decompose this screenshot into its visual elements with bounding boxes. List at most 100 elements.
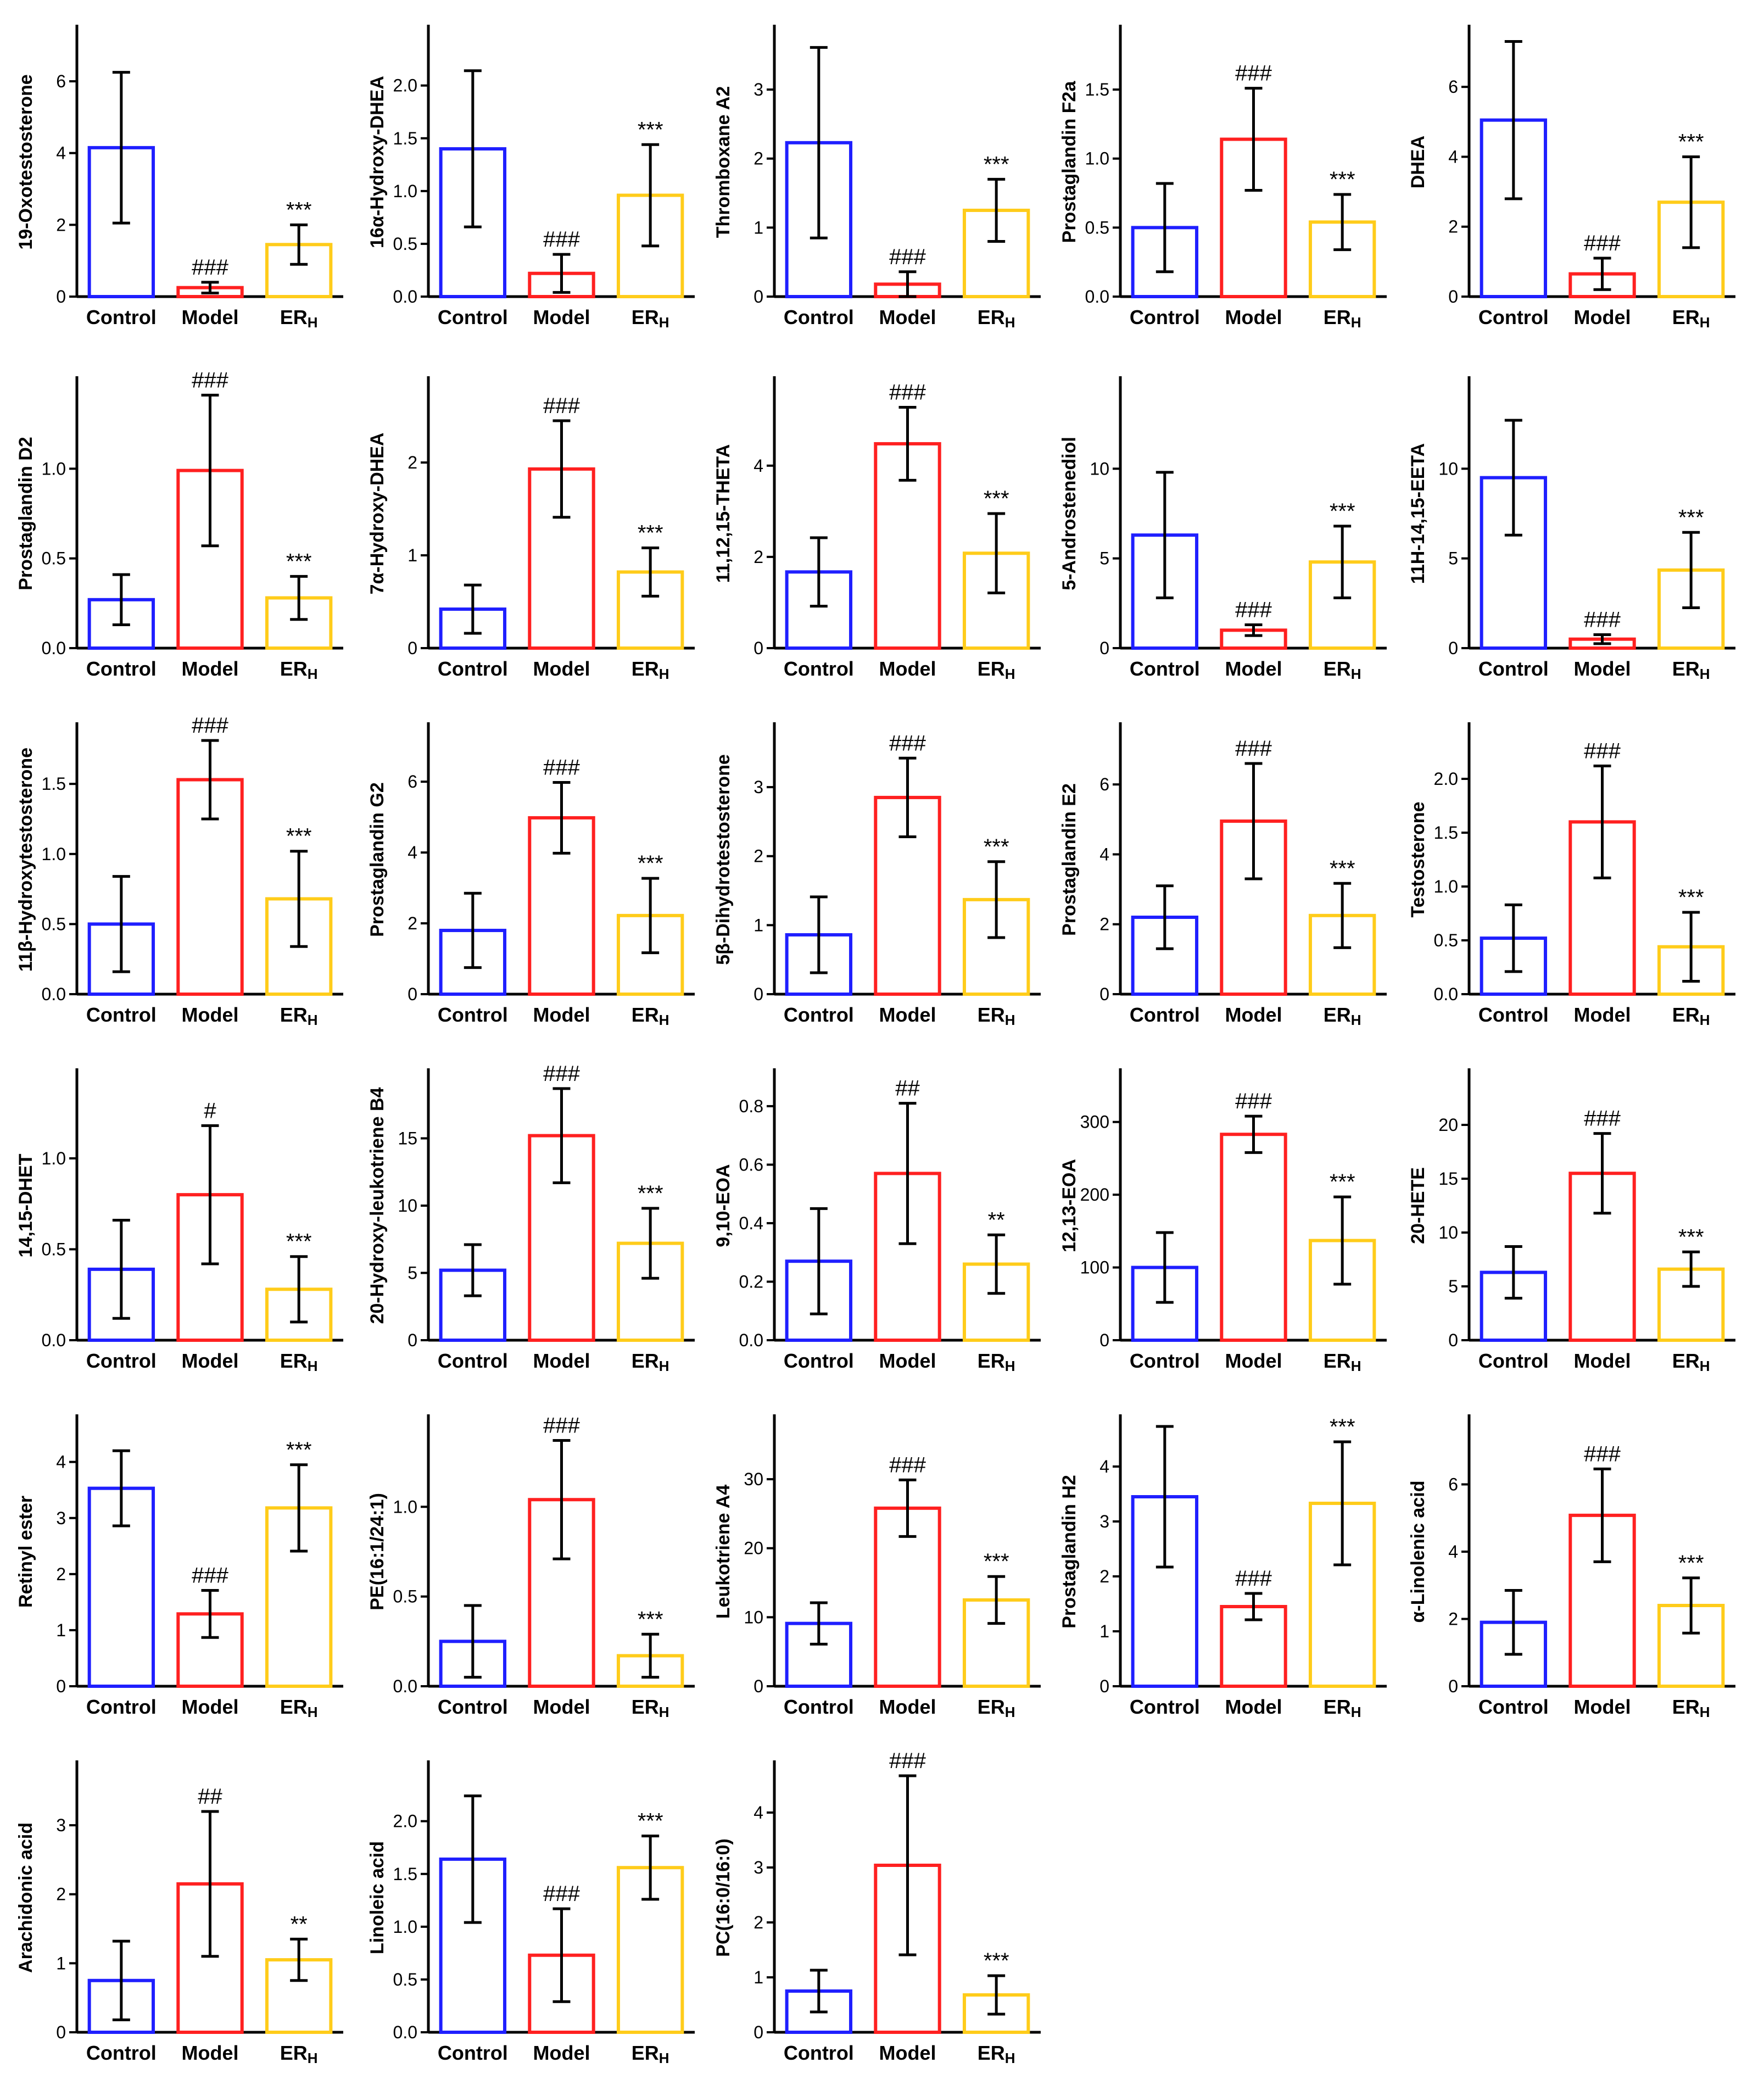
x-tick-label: Model <box>1574 1696 1631 1718</box>
x-tick-label: ERH <box>632 306 669 331</box>
significance-label: ** <box>988 1208 1005 1232</box>
significance-label: *** <box>984 487 1009 511</box>
x-tick-label: Control <box>1478 1004 1549 1026</box>
x-tick-label: Control <box>1130 1350 1200 1372</box>
significance-label: ### <box>543 1882 580 1906</box>
y-tick-label: 1.0 <box>393 181 417 201</box>
significance-label: *** <box>1330 168 1355 192</box>
x-tick-label: Model <box>1225 1696 1282 1718</box>
chart-panel-13: 5β-Dihydrotestosterone 0 1 2 3 Control ### Mode… <box>713 722 1041 1028</box>
significance-label: ### <box>1235 737 1272 761</box>
significance-label: ### <box>1584 231 1621 255</box>
x-tick-label: Control <box>784 2042 854 2064</box>
x-tick-label: Model <box>533 1696 590 1718</box>
significance-label: *** <box>1330 1170 1355 1194</box>
y-tick-label: 0.0 <box>739 1330 763 1350</box>
y-tick-label: 1.5 <box>1434 823 1458 843</box>
y-axis-label: 11,12,15-THETA <box>713 444 734 583</box>
y-tick-label: 10 <box>744 1607 763 1627</box>
y-tick-label: 1.5 <box>393 129 417 148</box>
x-tick-label: Control <box>86 2042 157 2064</box>
y-tick-label: 4 <box>753 1803 763 1822</box>
significance-label: *** <box>638 521 663 545</box>
significance-label: *** <box>638 118 663 142</box>
significance-label: *** <box>286 198 312 222</box>
y-tick-label: 0 <box>1448 1676 1458 1696</box>
significance-label: ## <box>198 1785 222 1809</box>
y-tick-label: 6 <box>1448 77 1458 97</box>
y-tick-label: 0.2 <box>739 1272 763 1291</box>
y-tick-label: 0.5 <box>393 234 417 254</box>
y-tick-label: 100 <box>1080 1258 1109 1278</box>
x-tick-label: ERH <box>1324 1696 1361 1720</box>
y-tick-label: 0.8 <box>739 1096 763 1116</box>
y-tick-label: 4 <box>1099 844 1109 864</box>
x-tick-label: Model <box>533 1004 590 1026</box>
x-tick-label: Control <box>1130 306 1200 328</box>
significance-label: ### <box>543 755 580 779</box>
y-axis-label: 20-Hydroxy-leukotriene B4 <box>367 1088 388 1324</box>
chart-panel-17: 20-Hydroxy-leukotriene B4 0 5 10 15 Control ##… <box>367 1062 695 1374</box>
x-tick-label: ERH <box>632 1004 669 1028</box>
y-tick-label: 3 <box>56 1815 66 1835</box>
y-tick-label: 15 <box>398 1129 417 1149</box>
y-tick-label: 6 <box>407 772 417 791</box>
significance-label: ### <box>1235 1089 1272 1113</box>
y-tick-label: 10 <box>1438 1223 1458 1242</box>
x-tick-label: Model <box>182 1004 239 1026</box>
x-tick-label: Control <box>1130 657 1200 680</box>
significance-label: *** <box>1330 499 1355 523</box>
y-axis-label: Retinyl ester <box>15 1496 36 1608</box>
y-tick-label: 20 <box>1438 1115 1458 1135</box>
y-axis-label: 12,13-EOA <box>1059 1159 1080 1252</box>
y-tick-label: 2.0 <box>1434 769 1458 789</box>
y-tick-label: 1.0 <box>1085 149 1109 169</box>
y-tick-label: 2 <box>753 1913 763 1932</box>
y-tick-label: 1.0 <box>1434 877 1458 896</box>
x-tick-label: ERH <box>1672 1004 1710 1028</box>
y-tick-label: 1 <box>753 218 763 237</box>
y-axis-label: Linoleic acid <box>367 1841 388 1954</box>
significance-label: *** <box>984 1949 1009 1973</box>
x-tick-label: Control <box>86 1696 157 1718</box>
chart-panel-19: 12,13-EOA 0 100 200 300 Control ### Model *** ERH <box>1059 1068 1387 1374</box>
x-tick-label: Model <box>879 1696 936 1718</box>
y-tick-label: 4 <box>1448 147 1458 166</box>
significance-label: *** <box>1678 1225 1704 1249</box>
chart-panel-9: 5-Androstenediol 0 5 10 Control ### Model *** ER… <box>1059 376 1387 682</box>
x-tick-label: ERH <box>280 2042 318 2066</box>
significance-label: *** <box>638 1809 663 1833</box>
x-tick-label: Model <box>1225 1350 1282 1372</box>
significance-label: ### <box>192 368 228 392</box>
x-tick-label: Model <box>879 657 936 680</box>
y-tick-label: 0.5 <box>42 549 66 568</box>
significance-label: *** <box>286 549 312 573</box>
y-tick-label: 3 <box>753 1858 763 1877</box>
significance-label: ### <box>543 1413 580 1437</box>
significance-label: *** <box>984 1549 1009 1574</box>
y-axis-label: Prostaglandin G2 <box>367 782 388 937</box>
x-tick-label: ERH <box>1672 1696 1710 1720</box>
significance-label: ### <box>889 380 926 404</box>
significance-label: ## <box>895 1077 920 1101</box>
x-tick-label: Model <box>1574 1350 1631 1372</box>
y-tick-label: 0.5 <box>1434 930 1458 950</box>
y-tick-label: 1.5 <box>42 774 66 794</box>
y-tick-label: 2 <box>753 547 763 567</box>
x-tick-label: Control <box>784 657 854 680</box>
y-tick-label: 1 <box>407 545 417 565</box>
significance-label: *** <box>638 1607 663 1631</box>
y-tick-label: 0.4 <box>739 1213 763 1233</box>
y-tick-label: 0 <box>56 2022 66 2042</box>
y-axis-label: 9,10-EOA <box>713 1164 734 1247</box>
significance-label: *** <box>1678 885 1704 910</box>
chart-panel-3: Thromboxane A2 0 1 2 3 Control ### Model *** ERH <box>713 25 1041 331</box>
x-tick-label: Control <box>438 2042 508 2064</box>
y-axis-label: Arachidonic acid <box>15 1822 36 1973</box>
y-tick-label: 0 <box>1099 1330 1109 1350</box>
x-tick-label: Model <box>1225 1004 1282 1026</box>
y-tick-label: 0 <box>407 1330 417 1350</box>
y-tick-label: 2 <box>753 846 763 866</box>
y-tick-label: 15 <box>1438 1169 1458 1189</box>
significance-label: *** <box>984 152 1009 176</box>
